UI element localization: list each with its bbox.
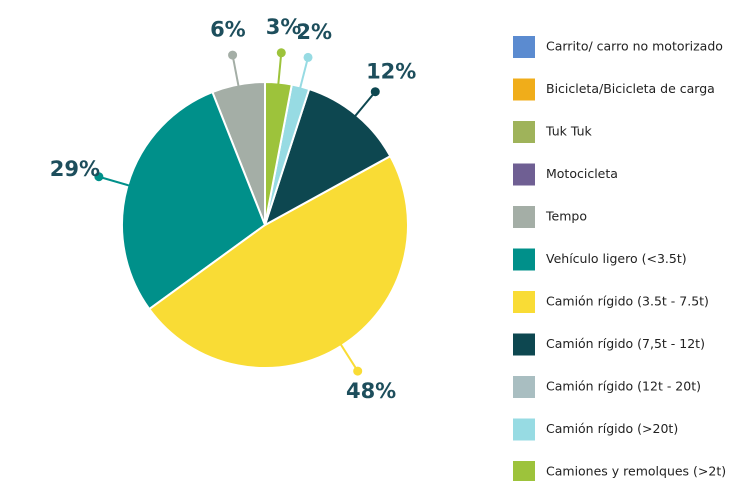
legend-swatch: [513, 248, 535, 271]
leader-dot: [353, 366, 363, 376]
legend-label: Camión rígido (7,5t - 12t): [546, 336, 705, 351]
legend-label: Camión rígido (>20t): [546, 421, 678, 436]
leader-line: [354, 91, 377, 117]
legend-label: Camiones y remolques (>2t): [546, 464, 726, 479]
leader-dot: [94, 172, 104, 182]
legend-label: Camión rígido (12t - 20t): [546, 379, 701, 394]
legend-swatch: [513, 333, 535, 356]
value-label: 6%: [210, 18, 246, 42]
leader-line: [98, 175, 130, 187]
legend-swatch: [513, 418, 535, 441]
value-label: 2%: [296, 20, 332, 44]
legend-label: Carrito/ carro no motorizado: [546, 39, 723, 54]
leader-line: [299, 57, 309, 89]
legend-swatch: [513, 291, 535, 313]
legend-label: Camión rígido (3.5t - 7.5t): [546, 294, 709, 309]
legend-swatch: [513, 163, 535, 186]
leader-dot: [228, 50, 238, 60]
leader-dot: [370, 87, 380, 97]
value-label: 3%: [266, 15, 302, 39]
legend-label: Motocicleta: [546, 166, 618, 181]
legend-swatch: [513, 376, 535, 398]
legend-swatch: [513, 206, 535, 228]
legend-swatch: [513, 36, 535, 58]
legend-label: Tempo: [545, 209, 587, 224]
value-label: 29%: [50, 157, 100, 181]
value-label: 48%: [346, 379, 396, 403]
leader-line: [231, 54, 240, 87]
legend-label: Vehículo ligero (<3.5t): [546, 251, 687, 266]
leader-line: [339, 343, 359, 372]
legend-label: Tuk Tuk: [545, 124, 593, 139]
legend-swatch: [513, 461, 535, 481]
leader-dot: [276, 48, 286, 58]
legend-swatch: [513, 78, 535, 101]
value-label: 12%: [366, 59, 416, 83]
leader-line: [277, 52, 283, 85]
legend-swatch: [513, 121, 535, 143]
leader-dot: [303, 52, 313, 62]
legend-label: Bicicleta/Bicicleta de carga: [546, 81, 715, 96]
